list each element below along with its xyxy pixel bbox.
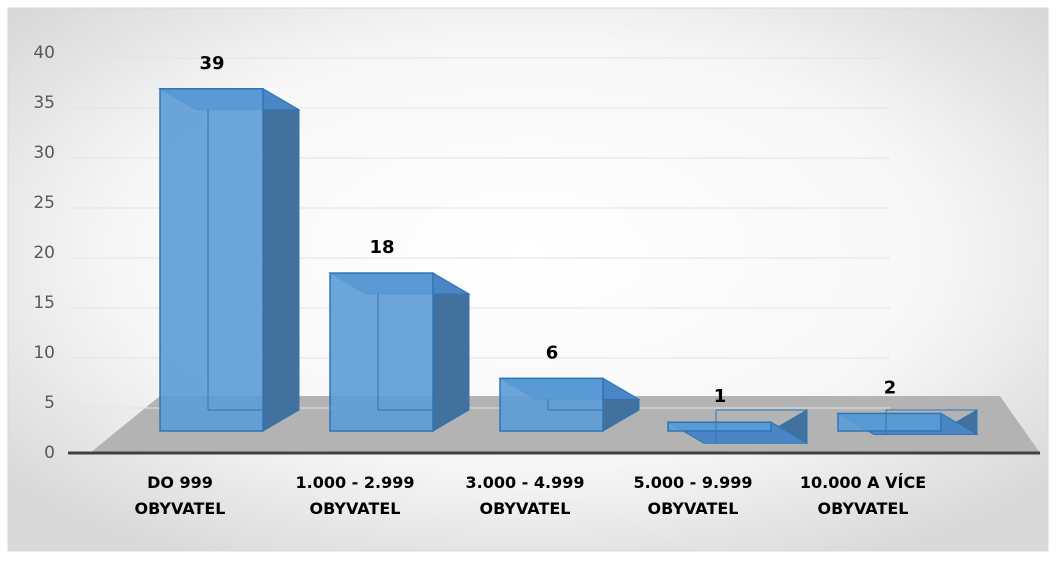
y-tick-label: 35 xyxy=(33,93,55,113)
value-label: 2 xyxy=(884,377,897,398)
x-tick-label: DO 999 OBYVATEL xyxy=(134,473,226,518)
y-tick-label: 20 xyxy=(33,243,55,263)
bar xyxy=(667,421,772,432)
bar xyxy=(329,272,434,432)
x-tick-label: 1.000 - 2.999 OBYVATEL xyxy=(295,473,415,518)
bar xyxy=(159,88,264,432)
y-tick-label: 10 xyxy=(33,343,55,363)
value-label: 1 xyxy=(714,386,727,407)
value-label: 18 xyxy=(369,237,394,258)
value-label: 6 xyxy=(546,342,559,363)
y-tick-label: 25 xyxy=(33,193,55,213)
y-tick-label: 0 xyxy=(44,443,55,463)
y-tick-label: 5 xyxy=(44,393,55,413)
x-tick-label: 3.000 - 4.999 OBYVATEL xyxy=(465,473,585,518)
y-tick-label: 30 xyxy=(33,143,55,163)
x-tick-label: 10.000 A VÍCE OBYVATEL xyxy=(799,473,927,518)
value-label: 39 xyxy=(199,53,224,74)
y-tick-label: 40 xyxy=(33,43,55,63)
bar-side xyxy=(262,87,300,432)
bar xyxy=(499,377,604,432)
x-tick-label: 5.000 - 9.999 OBYVATEL xyxy=(633,473,753,518)
y-tick-label: 15 xyxy=(33,293,55,313)
bar xyxy=(837,412,942,432)
bar-side xyxy=(432,272,470,432)
